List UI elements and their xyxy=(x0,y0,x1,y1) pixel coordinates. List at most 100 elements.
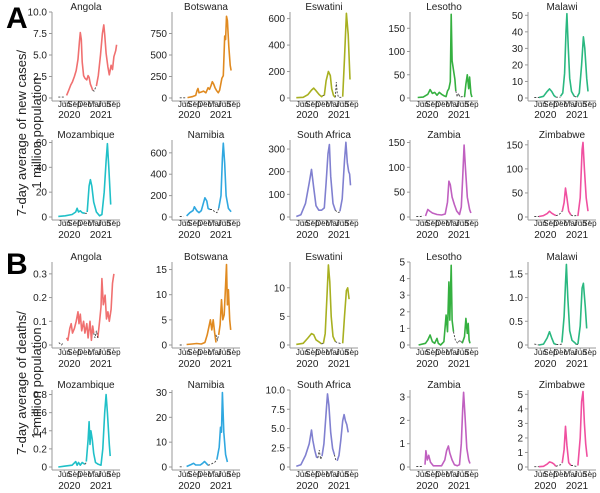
missing-data-dashed-line xyxy=(93,330,99,339)
y-tick-label: 0 xyxy=(161,213,167,224)
x-tick-label: Mar xyxy=(564,470,578,479)
y-tick-label: 30 xyxy=(156,388,168,399)
data-line xyxy=(577,141,589,217)
y-tick-label: 20 xyxy=(156,413,168,424)
y-tick-label: 10 xyxy=(512,77,524,88)
y-tick-label: 30 xyxy=(512,44,524,55)
y-tick-label: 10 xyxy=(156,438,168,449)
y-tick-label: 0 xyxy=(161,463,167,474)
y-tick-label: 0 xyxy=(399,463,405,474)
y-tick-label: 0.1 xyxy=(33,317,47,328)
x-tick-label: Jun xyxy=(98,348,111,357)
panel-title: Angola xyxy=(70,2,102,13)
y-tick-label: 40 xyxy=(512,27,524,38)
x-tick-label: Jun xyxy=(416,219,429,228)
x-tick-label: Sep xyxy=(226,348,241,357)
y-tick-label: 200 xyxy=(268,167,285,178)
x-tick-label: Jun xyxy=(534,348,547,357)
data-line xyxy=(561,187,572,216)
x-tick-label: Jun xyxy=(58,219,71,228)
y-tick-label: 3 xyxy=(399,291,405,302)
x-tick-label: Sep xyxy=(543,100,558,109)
y-tick-label: 40 xyxy=(36,163,48,174)
x-tick-label: Mar xyxy=(88,219,102,228)
y-tick-label: 0 xyxy=(517,463,523,474)
data-line xyxy=(322,264,337,344)
data-line xyxy=(339,141,352,212)
data-line xyxy=(341,12,351,97)
y-tick-label: 300 xyxy=(268,145,285,156)
y-tick-label: 1 xyxy=(399,324,405,335)
y-tick-label: 0 xyxy=(399,341,405,352)
x-tick-label: Sep xyxy=(344,219,359,228)
y-tick-label: 5.0 xyxy=(33,51,47,62)
data-line xyxy=(424,144,472,217)
y-tick-label: 100 xyxy=(506,164,523,175)
x-tick-label: Mar xyxy=(446,219,460,228)
x-year-label: 2021 xyxy=(566,230,589,241)
panel-title: Lesotho xyxy=(426,2,462,13)
y-tick-label: 0 xyxy=(41,341,47,352)
missing-data-dashed-line xyxy=(210,208,220,214)
data-line xyxy=(417,13,457,99)
x-tick-label: Jun xyxy=(336,470,349,479)
x-tick-label: Sep xyxy=(187,348,202,357)
y-tick-label: 0 xyxy=(399,213,405,224)
y-tick-label: 20 xyxy=(36,188,48,199)
x-tick-label: Jun xyxy=(178,219,191,228)
x-tick-label: Sep xyxy=(582,219,597,228)
x-year-label: 2021 xyxy=(90,359,113,370)
y-tick-label: 0.6 xyxy=(33,408,47,419)
x-year-label: 2020 xyxy=(534,110,557,121)
x-tick-label: Jun xyxy=(178,470,191,479)
x-tick-label: Mar xyxy=(208,219,222,228)
x-tick-label: Dec xyxy=(197,219,211,228)
x-tick-label: Sep xyxy=(464,100,479,109)
panel-title: Zimbabwe xyxy=(539,130,586,141)
x-tick-label: Jun xyxy=(416,470,429,479)
missing-data-dashed-line xyxy=(92,85,97,92)
x-tick-label: Sep xyxy=(67,100,82,109)
x-tick-label: Dec xyxy=(435,348,449,357)
data-line xyxy=(296,332,323,346)
y-tick-label: 750 xyxy=(150,29,167,40)
x-year-label: 2020 xyxy=(416,230,439,241)
data-line xyxy=(186,319,217,346)
missing-data-dashed-line xyxy=(555,462,563,467)
missing-data-dashed-line xyxy=(334,82,342,98)
panel-south-africa-cases: South Africa0100200300JunSepDecMarJunSep… xyxy=(268,130,359,241)
y-tick-label: 0 xyxy=(279,94,285,105)
x-tick-label: Mar xyxy=(88,348,102,357)
x-tick-label: Dec xyxy=(77,470,91,479)
y-tick-label: 0 xyxy=(41,463,47,474)
x-year-label: 2021 xyxy=(448,110,471,121)
x-year-label: 2020 xyxy=(58,481,81,492)
data-line xyxy=(577,282,588,345)
x-tick-label: Jun xyxy=(416,348,429,357)
x-tick-label: Sep xyxy=(226,219,241,228)
missing-data-dashed-line xyxy=(453,331,463,345)
data-line xyxy=(187,15,232,99)
x-tick-label: Mar xyxy=(88,470,102,479)
data-line xyxy=(296,429,319,467)
x-tick-label: Jun xyxy=(58,100,71,109)
x-tick-label: Mar xyxy=(88,100,102,109)
y-tick-label: 4 xyxy=(517,404,523,415)
x-tick-label: Jun xyxy=(58,470,71,479)
y-tick-label: 400 xyxy=(268,41,285,52)
y-tick-label: 7.5 xyxy=(33,29,47,40)
x-tick-label: Sep xyxy=(305,348,320,357)
y-tick-label: 0.8 xyxy=(33,390,47,401)
x-year-label: 2020 xyxy=(296,230,319,241)
panel-eswatini-cases: Eswatini0200400600JunSepDecMarJunSep2020… xyxy=(268,2,359,121)
missing-data-dashed-line xyxy=(455,90,465,99)
data-line xyxy=(217,142,232,213)
x-tick-label: Sep xyxy=(106,348,121,357)
x-tick-label: Dec xyxy=(315,348,329,357)
x-year-label: 2021 xyxy=(90,230,113,241)
